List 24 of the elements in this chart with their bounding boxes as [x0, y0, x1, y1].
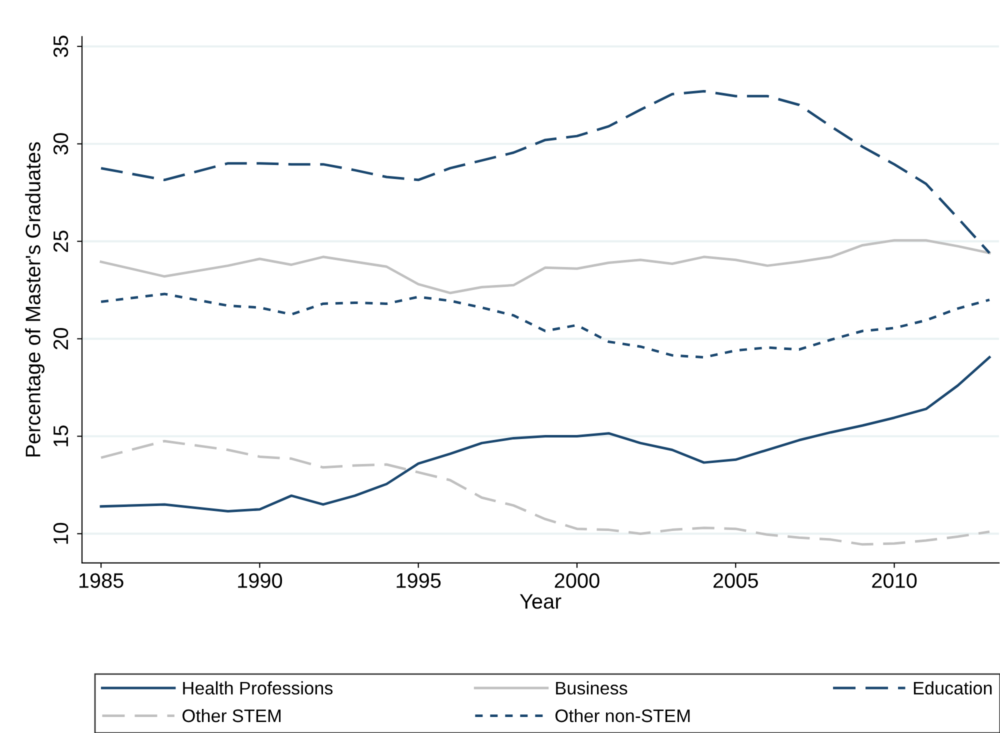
legend-label: Business — [556, 681, 628, 695]
y-tick-label: 25 — [53, 230, 68, 252]
legend-label: Other STEM — [182, 708, 281, 722]
line-series — [100, 356, 991, 513]
x-tick-label: 2005 — [714, 573, 758, 588]
x-tick-label: 1995 — [396, 573, 441, 588]
x-tick-label: 1990 — [238, 573, 282, 588]
y-tick-label: 35 — [53, 36, 68, 58]
x-tick-label: 2000 — [554, 573, 600, 588]
legend-label: Education — [914, 681, 992, 695]
x-tick-label: 1985 — [79, 573, 124, 588]
y-axis-title: Percentage of Master's Graduates — [25, 142, 45, 456]
y-tick-label: 30 — [53, 133, 68, 155]
y-tick-label: 15 — [54, 426, 68, 446]
x-axis-title: Year — [520, 594, 562, 609]
line-series — [100, 440, 991, 546]
line-series — [100, 239, 991, 294]
x-tick-label: 2010 — [872, 573, 917, 588]
line-series — [100, 292, 991, 359]
y-tick-label: 20 — [53, 328, 68, 350]
legend-label: Health Professions — [183, 681, 333, 695]
y-tick-label: 10 — [53, 522, 68, 544]
legend-label: Other non-STEM — [555, 708, 690, 722]
line-series — [100, 90, 991, 254]
